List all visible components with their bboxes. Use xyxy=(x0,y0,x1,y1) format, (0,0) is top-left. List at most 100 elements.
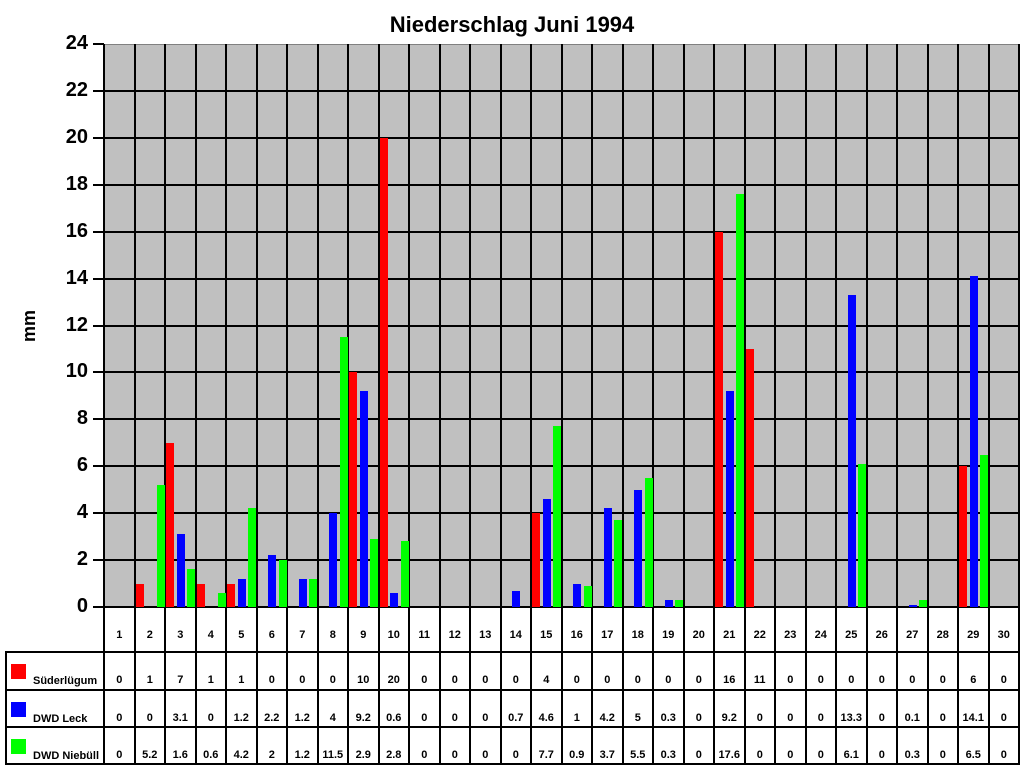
y-tick-label: 0 xyxy=(76,595,88,617)
y-tick-label: 12 xyxy=(65,313,88,336)
v-gridline xyxy=(103,44,105,764)
table-cell: 5.2 xyxy=(142,749,158,761)
bar-s-derl-gum xyxy=(349,372,357,607)
y-tick-label: 16 xyxy=(65,219,88,242)
category-label: 7 xyxy=(299,629,306,641)
table-cell: 0 xyxy=(451,712,458,724)
table-cell: 0 xyxy=(939,712,946,724)
table-cell: 10 xyxy=(357,674,370,686)
bar-dwd-leck xyxy=(664,599,673,607)
table-cell: 0.7 xyxy=(508,712,524,724)
series-label: DWD Niebüll xyxy=(33,750,99,762)
table-cell: 0 xyxy=(848,674,855,686)
v-gridline xyxy=(652,44,654,764)
table-cell: 0 xyxy=(787,749,794,761)
table-row-line xyxy=(5,689,1019,691)
v-gridline xyxy=(774,44,776,764)
bar-dwd-nieb-ll xyxy=(187,569,195,607)
y-tick xyxy=(93,465,104,468)
v-gridline xyxy=(560,44,563,764)
bar-dwd-leck xyxy=(969,276,978,607)
v-gridline xyxy=(408,44,410,764)
table-cell: 0 xyxy=(939,749,946,761)
v-gridline xyxy=(682,44,685,764)
y-tick-label: 14 xyxy=(65,266,88,289)
bar-dwd-leck xyxy=(359,391,368,607)
y-tick xyxy=(93,89,104,92)
v-gridline xyxy=(835,44,837,764)
y-tick xyxy=(93,136,104,139)
table-cell: 3.7 xyxy=(599,749,615,761)
table-row-line xyxy=(5,763,1019,765)
x-axis-line xyxy=(104,606,1019,608)
category-label: 29 xyxy=(967,629,980,641)
table-cell: 0 xyxy=(451,674,458,686)
bar-s-derl-gum xyxy=(715,231,723,607)
table-left-border xyxy=(5,651,7,765)
table-cell: 2.2 xyxy=(264,712,280,724)
table-cell: 0 xyxy=(421,712,428,724)
table-cell: 0 xyxy=(573,674,580,686)
table-cell: 0 xyxy=(817,749,824,761)
table-cell: 0 xyxy=(146,712,153,724)
bar-dwd-leck xyxy=(298,578,307,607)
bar-dwd-nieb-ll xyxy=(675,599,683,607)
table-cell: 0 xyxy=(939,674,946,686)
y-tick-label: 6 xyxy=(76,454,88,477)
table-cell: 0 xyxy=(604,674,611,686)
category-label: 9 xyxy=(360,629,367,641)
table-cell: 4 xyxy=(329,712,336,724)
v-gridline xyxy=(133,44,136,764)
table-cell: 6 xyxy=(970,674,977,686)
table-cell: 2.8 xyxy=(386,749,402,761)
y-tick-label: 24 xyxy=(65,32,88,54)
table-cell: 0 xyxy=(787,712,794,724)
y-tick xyxy=(93,277,104,280)
category-label: 5 xyxy=(238,629,245,641)
bar-dwd-leck xyxy=(634,489,642,607)
category-label: 10 xyxy=(387,629,400,641)
category-label: 28 xyxy=(936,629,949,641)
y-tick xyxy=(93,512,104,515)
v-gridline xyxy=(225,44,227,764)
table-cell: 2 xyxy=(268,749,275,761)
y-tick xyxy=(93,418,104,421)
bar-dwd-nieb-ll xyxy=(553,426,561,607)
table-cell: 0.6 xyxy=(386,712,402,724)
table-cell: 0 xyxy=(756,749,763,761)
table-cell: 4.6 xyxy=(538,712,554,724)
table-cell: 5 xyxy=(634,712,641,724)
y-tick xyxy=(93,606,104,608)
v-gridline xyxy=(194,44,197,764)
table-cell: 11.5 xyxy=(322,749,344,761)
category-label: 27 xyxy=(906,629,919,641)
table-cell: 14.1 xyxy=(962,712,984,724)
y-tick xyxy=(93,230,104,233)
v-gridline xyxy=(499,44,502,764)
v-gridline xyxy=(804,44,807,764)
v-gridline xyxy=(347,44,349,764)
table-cell: 0 xyxy=(482,712,489,724)
category-label: 15 xyxy=(540,629,553,641)
table-cell: 0 xyxy=(665,674,672,686)
legend-swatch-icon xyxy=(11,739,26,754)
category-label: 14 xyxy=(509,629,522,641)
table-cell: 0 xyxy=(116,749,123,761)
v-gridline xyxy=(743,44,746,764)
table-cell: 0 xyxy=(1000,674,1007,686)
table-cell: 1 xyxy=(573,712,580,724)
table-cell: 0 xyxy=(878,674,885,686)
table-cell: 4.2 xyxy=(599,712,615,724)
y-tick-label: 20 xyxy=(65,125,88,148)
v-gridline xyxy=(591,44,593,764)
y-tick xyxy=(93,183,104,186)
table-row-line xyxy=(5,651,1019,653)
bar-s-derl-gum xyxy=(166,442,174,607)
category-label: 30 xyxy=(997,629,1010,641)
table-cell: 1.2 xyxy=(233,712,249,724)
bar-dwd-nieb-ll xyxy=(919,599,927,607)
table-cell: 6.5 xyxy=(965,749,981,761)
table-cell: 20 xyxy=(387,674,400,686)
table-cell: 0.3 xyxy=(660,712,676,724)
category-label: 3 xyxy=(177,629,184,641)
